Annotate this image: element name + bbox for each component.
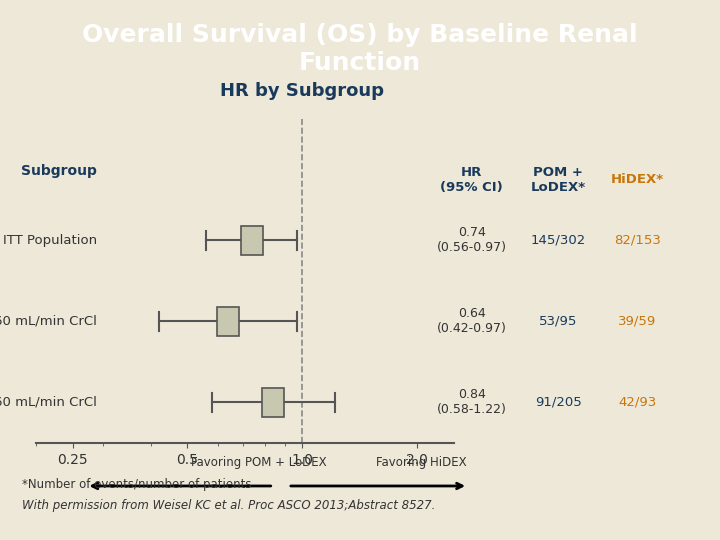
Text: 53/95: 53/95	[539, 315, 577, 328]
Text: <60 mL/min CrCl: <60 mL/min CrCl	[0, 315, 97, 328]
FancyBboxPatch shape	[241, 226, 263, 255]
Text: Favoring HiDEX: Favoring HiDEX	[376, 456, 467, 469]
Text: With permission from Weisel KC et al. Proc ASCO 2013;Abstract 8527.: With permission from Weisel KC et al. Pr…	[22, 500, 435, 512]
Text: 39/59: 39/59	[618, 315, 657, 328]
Text: 91/205: 91/205	[535, 396, 581, 409]
FancyBboxPatch shape	[217, 307, 239, 336]
Text: ITT Population: ITT Population	[3, 234, 97, 247]
Text: HR by Subgroup: HR by Subgroup	[220, 82, 384, 100]
Text: HiDEX*: HiDEX*	[611, 173, 664, 186]
Text: 0.74
(0.56-0.97): 0.74 (0.56-0.97)	[436, 226, 507, 254]
Text: 145/302: 145/302	[531, 234, 585, 247]
Text: *Number of events/number of patients: *Number of events/number of patients	[22, 478, 251, 491]
Text: Favoring POM + LoDEX: Favoring POM + LoDEX	[192, 456, 327, 469]
Text: POM +
LoDEX*: POM + LoDEX*	[531, 166, 585, 193]
Text: 82/153: 82/153	[613, 234, 661, 247]
Text: Subgroup: Subgroup	[22, 165, 97, 178]
Text: HR
(95% CI): HR (95% CI)	[440, 166, 503, 193]
FancyBboxPatch shape	[262, 388, 284, 417]
Text: ≠60 mL/min CrCl: ≠60 mL/min CrCl	[0, 396, 97, 409]
Text: 0.84
(0.58-1.22): 0.84 (0.58-1.22)	[436, 388, 507, 416]
Text: Overall Survival (OS) by Baseline Renal
Function: Overall Survival (OS) by Baseline Renal …	[82, 23, 638, 75]
Text: 42/93: 42/93	[618, 396, 657, 409]
Text: 0.64
(0.42-0.97): 0.64 (0.42-0.97)	[436, 307, 507, 335]
